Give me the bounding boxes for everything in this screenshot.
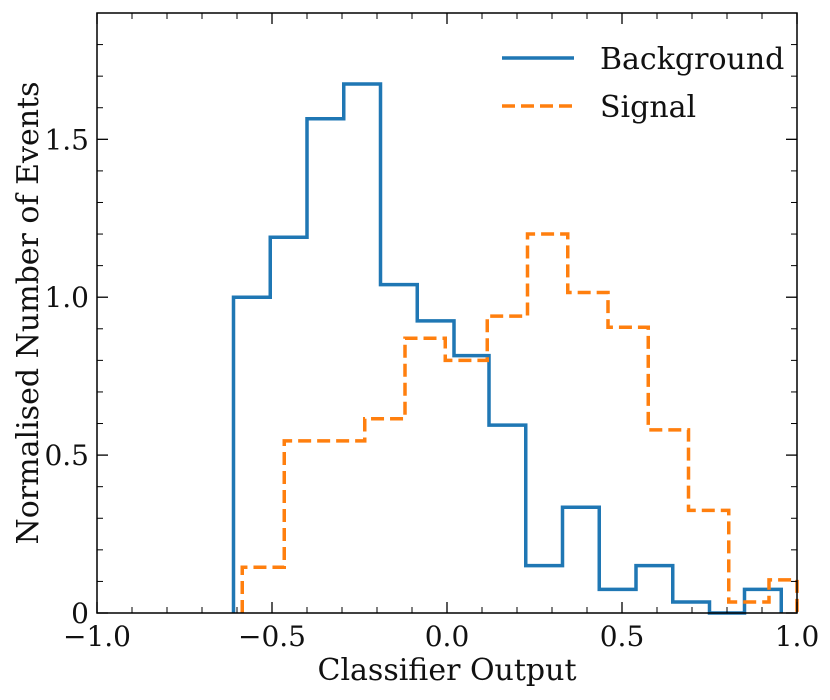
x-axis-label: Classifier Output: [317, 653, 576, 688]
x-tick-label: 1.0: [775, 620, 820, 653]
signal-bin: [365, 419, 405, 613]
x-tick-label: 0.5: [600, 620, 645, 653]
signal-bin: [445, 360, 487, 613]
y-tick-label: 0: [71, 597, 89, 630]
signal-step-line: [240, 232, 799, 613]
legend-label-background: Background: [600, 42, 784, 77]
signal-bin: [528, 234, 568, 613]
y-tick-label: 0.5: [44, 439, 89, 472]
signal-bin: [242, 567, 284, 613]
signal-bin: [284, 441, 324, 613]
background-step-line: [231, 82, 783, 615]
tick-labels: −1.0 −0.5 0.0 0.5 1.0 0 0.5 1.0 1.5: [44, 123, 819, 653]
signal-bin: [405, 338, 445, 613]
legend-label-signal: Signal: [600, 90, 696, 125]
signal-bin: [608, 327, 648, 613]
signal-bin: [487, 316, 527, 613]
y-axis-label: Normalised Number of Events: [11, 82, 46, 545]
y-tick-label: 1.0: [44, 281, 89, 314]
series-layer: [231, 82, 799, 615]
signal-bin: [769, 580, 797, 613]
signal-bin: [648, 430, 688, 613]
series-signal: [240, 232, 799, 613]
x-tick-label: −0.5: [238, 620, 306, 653]
x-tick-label: 0.0: [425, 620, 470, 653]
x-tick-label: −1.0: [63, 620, 131, 653]
axes-frame: [96, 12, 798, 614]
y-tick-label: 1.5: [44, 123, 89, 156]
legend: Background Signal: [502, 42, 784, 125]
signal-bin: [689, 510, 729, 613]
series-background: [231, 82, 783, 615]
signal-bin: [325, 441, 365, 613]
signal-bin: [568, 292, 608, 613]
signal-bin: [729, 602, 769, 613]
